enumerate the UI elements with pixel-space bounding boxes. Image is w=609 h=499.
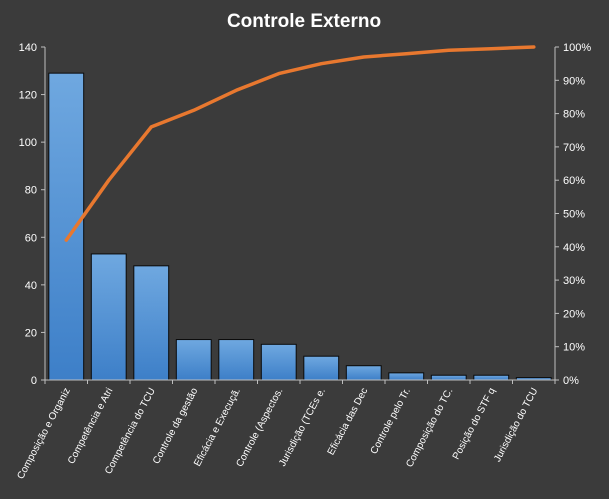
bar bbox=[388, 372, 425, 381]
left-tick-label: 140 bbox=[19, 42, 37, 54]
category-label: Composição do TC. bbox=[404, 386, 455, 469]
bar bbox=[303, 355, 340, 381]
right-y-axis: 0% 10% 20% 30% 40% 50% 60% 70% 80% 90% 100% bbox=[554, 42, 591, 387]
bar bbox=[260, 343, 297, 381]
bar bbox=[48, 72, 85, 381]
category-label: Competência e Atri bbox=[66, 386, 115, 466]
category-label: Composição e Organiz bbox=[15, 386, 72, 481]
right-tick-label: 50% bbox=[563, 209, 585, 221]
right-tick-label: 30% bbox=[563, 275, 585, 287]
bar bbox=[175, 339, 212, 381]
bar bbox=[218, 339, 255, 381]
category-label: Jurisdição (TCEs e. bbox=[277, 386, 328, 468]
left-tick-label: 100 bbox=[19, 137, 37, 149]
left-tick-label: 80 bbox=[25, 185, 37, 197]
left-tick-label: 40 bbox=[25, 280, 37, 292]
bar-series bbox=[48, 72, 552, 381]
category-label: Jurisdição do TCU bbox=[492, 386, 540, 464]
right-tick-label: 70% bbox=[563, 142, 585, 154]
bar bbox=[90, 253, 127, 381]
left-tick-label: 20 bbox=[25, 327, 37, 339]
right-tick-label: 100% bbox=[563, 42, 591, 54]
right-tick-label: 80% bbox=[563, 109, 585, 121]
cumulative-line bbox=[64, 45, 536, 242]
category-label: Competência do TCU bbox=[103, 386, 158, 476]
cumulative-line-series bbox=[64, 45, 536, 242]
category-label: Controle pelo Tr. bbox=[369, 386, 413, 456]
left-y-axis: 0 20 40 60 80 100 120 140 bbox=[19, 42, 46, 387]
right-tick-label: 0% bbox=[563, 375, 579, 387]
right-tick-label: 10% bbox=[563, 342, 585, 354]
left-tick-label: 0 bbox=[31, 375, 37, 387]
chart-title: Controle Externo bbox=[227, 11, 381, 32]
right-tick-label: 60% bbox=[563, 175, 585, 187]
left-tick-label: 120 bbox=[19, 90, 37, 102]
category-label: Posição do STF q bbox=[451, 386, 498, 461]
bar bbox=[133, 265, 170, 381]
left-tick-label: 60 bbox=[25, 232, 37, 244]
bar bbox=[430, 374, 467, 381]
bar bbox=[345, 365, 382, 381]
bar bbox=[473, 374, 510, 381]
category-label: Eficácia e Execuçã. bbox=[192, 386, 243, 468]
category-label: Eficácia das Dec bbox=[326, 386, 371, 457]
right-tick-label: 40% bbox=[563, 242, 585, 254]
right-tick-label: 90% bbox=[563, 75, 585, 87]
category-label: Controle da gestão bbox=[151, 386, 201, 466]
category-label: Controle (Aspectos. bbox=[234, 386, 285, 469]
right-tick-label: 20% bbox=[563, 308, 585, 320]
